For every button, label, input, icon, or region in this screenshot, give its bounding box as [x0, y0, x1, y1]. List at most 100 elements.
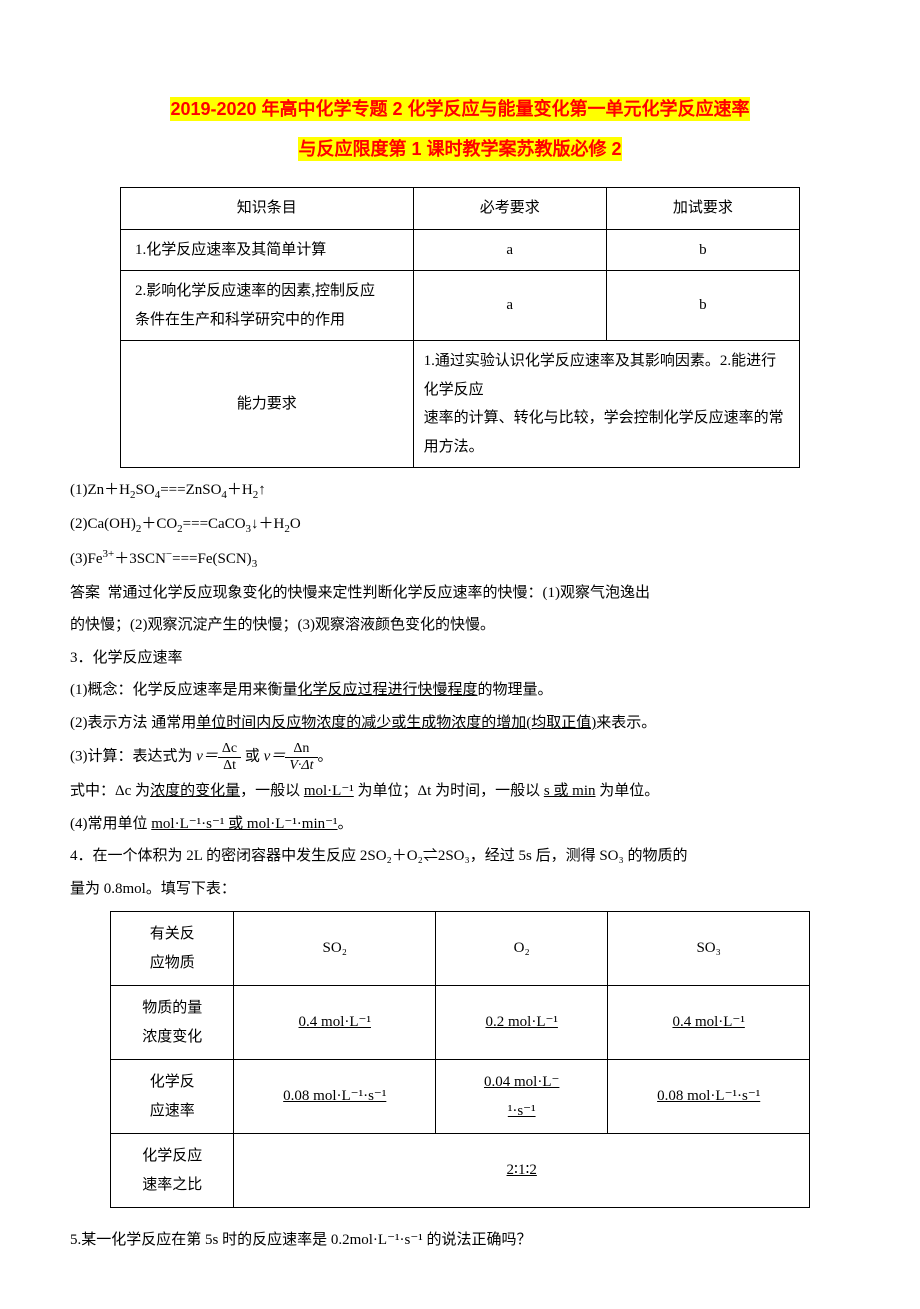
- answer-text-b: 的快慢；(2)观察沉淀产生的快慢；(3)观察溶液颜色变化的快慢。: [70, 611, 850, 640]
- t2-r2c3-v: 0.2 mol·L⁻¹: [485, 1014, 557, 1030]
- t2-r2c3: 0.2 mol·L⁻¹: [436, 986, 608, 1060]
- s3-3a: (3)计算：表达式为: [70, 749, 196, 765]
- s3-formula: (3)计算：表达式为 v＝ΔcΔt 或 v＝ΔnV·Δt。: [70, 741, 850, 773]
- note-u2: mol·L⁻¹: [304, 783, 354, 799]
- data-table: 有关反应物质 SO₂ O₂ SO₃ 物质的量浓度变化 0.4 mol·L⁻¹ 0…: [110, 911, 810, 1208]
- req-r3c2: 1.通过实验认识化学反应速率及其影响因素。2.能进行化学反应 速率的计算、转化与…: [413, 341, 799, 468]
- s3-concept: (1)概念：化学反应速率是用来衡量化学反应过程进行快慢程度的物理量。: [70, 676, 850, 705]
- frac1-num: Δc: [218, 741, 241, 757]
- s3-2b: 来表示。: [596, 715, 656, 731]
- eq3-b: ＋3SCN: [114, 551, 166, 567]
- answer-text-a: 常通过化学反应现象变化的快慢来定性判断化学反应速率的快慢：(1)观察气泡逸出: [108, 585, 651, 601]
- frac-2: ΔnV·Δt: [285, 741, 317, 773]
- answer-label: 答案: [70, 585, 100, 601]
- t2-r2c4-v: 0.4 mol·L⁻¹: [672, 1014, 744, 1030]
- s3-method: (2)表示方法 通常用单位时间内反应物浓度的减少或生成物浓度的增加(均取正值)来…: [70, 709, 850, 738]
- t2-r1c1a: 有关反: [150, 926, 195, 942]
- t2-r1c3: O₂: [436, 912, 608, 986]
- s3-4a: (4)常用单位: [70, 816, 151, 832]
- req-r2c1: 2.影响化学反应速率的因素,控制反应 条件在生产和科学研究中的作用: [121, 271, 414, 341]
- equation-3: (3)Fe3+＋3SCN−===Fe(SCN)3: [70, 544, 850, 575]
- t2-r3c4: 0.08 mol·L⁻¹·s⁻¹: [608, 1060, 810, 1134]
- t2-r3c1a: 化学反: [150, 1074, 195, 1090]
- t2-r3c2-v: 0.08 mol·L⁻¹·s⁻¹: [283, 1088, 386, 1104]
- answer-block: 答案 常通过化学反应现象变化的快慢来定性判断化学反应速率的快慢：(1)观察气泡逸…: [70, 579, 850, 608]
- v-eq-2: v＝: [264, 749, 286, 765]
- req-r3c1: 能力要求: [121, 341, 414, 468]
- req-r2c1-b: 条件在生产和科学研究中的作用: [135, 312, 345, 328]
- frac2-den: V·Δt: [285, 758, 317, 773]
- note-c: 为单位；Δt 为时间，一般以: [354, 783, 544, 799]
- t2-r2c1b: 浓度变化: [142, 1029, 202, 1045]
- q5: 5.某一化学反应在第 5s 时的反应速率是 0.2mol·L⁻¹·s⁻¹ 的说法…: [70, 1226, 850, 1255]
- t2-r2c4: 0.4 mol·L⁻¹: [608, 986, 810, 1060]
- t2-r3c1: 化学反应速率: [111, 1060, 234, 1134]
- t2-r4c2-v: 2∶1∶2: [507, 1162, 537, 1178]
- t2-r2c2: 0.4 mol·L⁻¹: [234, 986, 436, 1060]
- t2-r4c1b: 速率之比: [142, 1177, 202, 1193]
- title-line-2: 与反应限度第 1 课时教学案苏教版必修 2: [298, 137, 621, 161]
- req-h2: 必考要求: [413, 188, 606, 230]
- t2-r3c2: 0.08 mol·L⁻¹·s⁻¹: [234, 1060, 436, 1134]
- doc-title: 2019-2020 年高中化学专题 2 化学反应与能量变化第一单元化学反应速率 …: [70, 90, 850, 169]
- eq1-e: ↑: [258, 482, 266, 498]
- s3-4b: 。: [338, 816, 353, 832]
- s3-4u: mol·L⁻¹·s⁻¹ 或 mol·L⁻¹·min⁻¹: [151, 816, 337, 832]
- t2-r1c1: 有关反应物质: [111, 912, 234, 986]
- s3-1a: (1)概念：化学反应速率是用来衡量: [70, 682, 298, 698]
- t2-r4c1: 化学反应速率之比: [111, 1134, 234, 1208]
- eq3-c: ===Fe(SCN): [172, 551, 252, 567]
- note-u3: s 或 min: [544, 783, 596, 799]
- s3-note: 式中：Δc 为浓度的变化量，一般以 mol·L⁻¹ 为单位；Δt 为时间，一般以…: [70, 777, 850, 806]
- t2-r4c1a: 化学反应: [142, 1148, 202, 1164]
- t2-r3c1b: 应速率: [150, 1103, 195, 1119]
- t2-r3c3a: 0.04 mol·L⁻: [484, 1074, 559, 1090]
- req-r3c2-b: 速率的计算、转化与比较，学会控制化学反应速率的常用方法。: [424, 410, 784, 455]
- eq1-d: ＋H: [227, 482, 253, 498]
- s3-units: (4)常用单位 mol·L⁻¹·s⁻¹ 或 mol·L⁻¹·min⁻¹。: [70, 810, 850, 839]
- s3-3mid: 或: [245, 749, 264, 765]
- req-h1: 知识条目: [121, 188, 414, 230]
- t2-r2c2-v: 0.4 mol·L⁻¹: [299, 1014, 371, 1030]
- title-line-1: 2019-2020 年高中化学专题 2 化学反应与能量变化第一单元化学反应速率: [170, 97, 749, 121]
- t2-r1c1b: 应物质: [150, 955, 195, 971]
- note-b: ，一般以: [240, 783, 304, 799]
- frac-1: ΔcΔt: [218, 741, 241, 773]
- req-r3c2-a: 1.通过实验认识化学反应速率及其影响因素。2.能进行化学反应: [424, 353, 777, 398]
- req-h3: 加试要求: [606, 188, 799, 230]
- eq2-a: (2)Ca(OH): [70, 516, 136, 532]
- t2-r1c2: SO₂: [234, 912, 436, 986]
- requirements-table: 知识条目 必考要求 加试要求 1.化学反应速率及其简单计算 a b 2.影响化学…: [120, 187, 800, 468]
- eq2-e: O: [290, 516, 301, 532]
- t2-r3c4-v: 0.08 mol·L⁻¹·s⁻¹: [657, 1088, 760, 1104]
- t2-r4c2: 2∶1∶2: [234, 1134, 810, 1208]
- t2-r1c4: SO₃: [608, 912, 810, 986]
- q4-b: 量为 0.8mol。填写下表：: [70, 875, 850, 904]
- equation-1: (1)Zn＋H2SO4===ZnSO4＋H2↑: [70, 476, 850, 506]
- t2-r3c3b: ¹·s⁻¹: [508, 1103, 536, 1119]
- eq1-b: SO: [136, 482, 155, 498]
- frac1-den: Δt: [218, 758, 241, 773]
- req-r1c2: a: [413, 229, 606, 271]
- eq2-c: ===CaCO: [183, 516, 246, 532]
- note-a: 式中：Δc 为: [70, 783, 150, 799]
- eq1-c: ===ZnSO: [160, 482, 221, 498]
- v-eq-1: v＝: [196, 749, 218, 765]
- equation-2: (2)Ca(OH)2＋CO2===CaCO3↓＋H2O: [70, 510, 850, 540]
- req-r2c2: a: [413, 271, 606, 341]
- req-r1c1: 1.化学反应速率及其简单计算: [121, 229, 414, 271]
- t2-r3c3: 0.04 mol·L⁻ ¹·s⁻¹: [436, 1060, 608, 1134]
- s3-2u: 单位时间内反应物浓度的减少或生成物浓度的增加(均取正值): [196, 715, 596, 731]
- section-3-title: 3．化学反应速率: [70, 644, 850, 673]
- req-r2c1-a: 2.影响化学反应速率的因素,控制反应: [135, 283, 375, 299]
- frac2-num: Δn: [285, 741, 317, 757]
- t2-r2c1: 物质的量浓度变化: [111, 986, 234, 1060]
- s3-1b: 的物理量。: [478, 682, 553, 698]
- eq2-d: ↓＋H: [251, 516, 284, 532]
- s3-1u: 化学反应过程进行快慢程度: [298, 682, 478, 698]
- eq1-a: (1)Zn＋H: [70, 482, 130, 498]
- s3-3end: 。: [318, 749, 333, 765]
- q4-a: 4．在一个体积为 2L 的密闭容器中发生反应 2SO₂＋O₂⇌2SO₃，经过 5…: [70, 842, 850, 871]
- eq2-b: ＋CO: [141, 516, 177, 532]
- note-d: 为单位。: [596, 783, 660, 799]
